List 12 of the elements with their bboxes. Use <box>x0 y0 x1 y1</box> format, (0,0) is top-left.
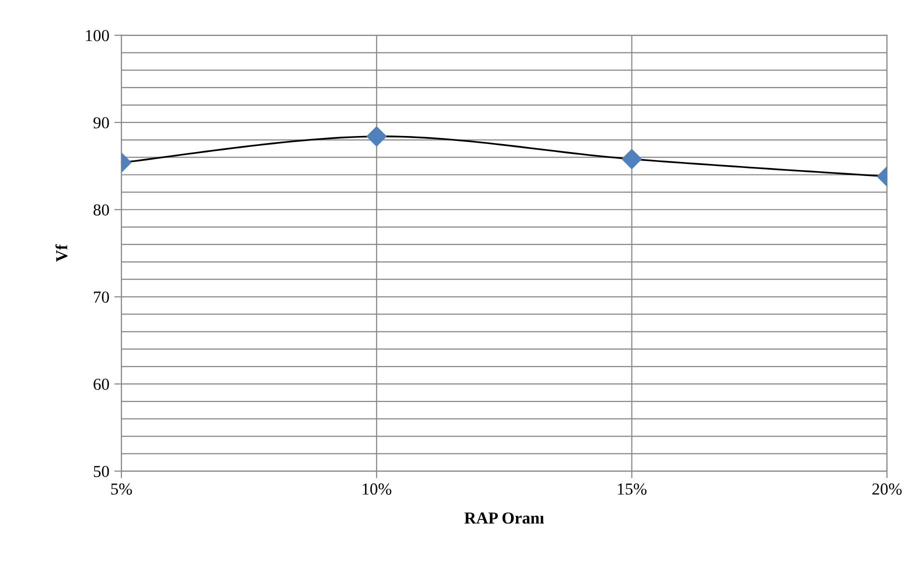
y-axis-title: Vf <box>55 244 68 262</box>
y-tick-label: 90 <box>93 117 109 128</box>
y-tick-label: 100 <box>86 30 109 42</box>
x-tick-label: 15% <box>618 483 646 495</box>
x-tick-label: 20% <box>872 483 902 495</box>
y-tick-label: 70 <box>94 291 109 303</box>
x-tick-label: 5% <box>111 483 132 495</box>
y-tick-label: 50 <box>94 466 109 478</box>
x-tick-label: 10% <box>362 483 392 495</box>
y-tick-label: 60 <box>94 378 109 390</box>
y-tick-label: 80 <box>94 204 109 216</box>
x-axis-title: RAP Oranı <box>464 512 544 524</box>
